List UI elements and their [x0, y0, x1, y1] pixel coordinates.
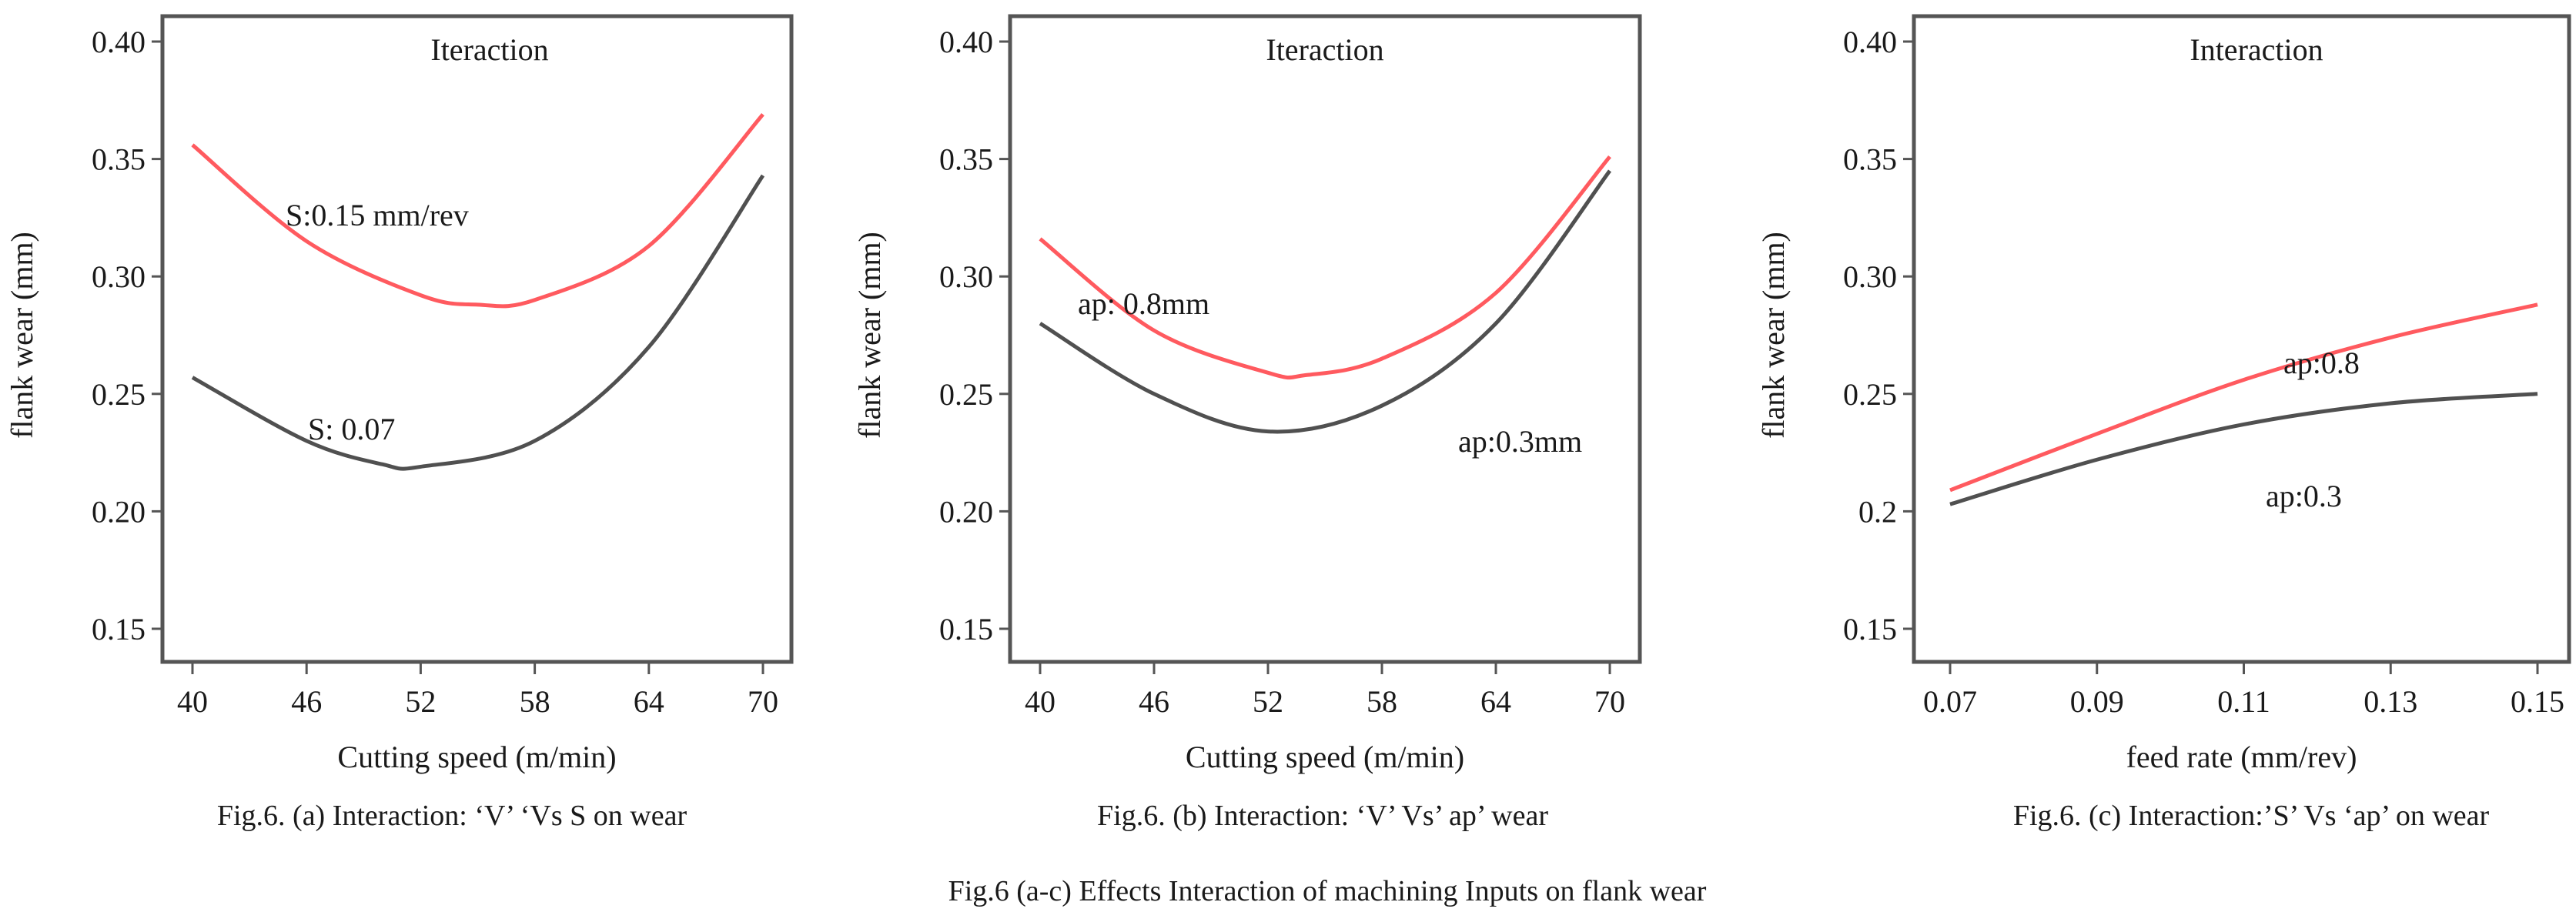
- plot-title: Iteraction: [1266, 32, 1383, 67]
- y-axis-label: flank wear (mm): [852, 232, 887, 439]
- series-label: ap:0.8: [2283, 346, 2360, 380]
- x-tick-label: 0.07: [1923, 684, 1977, 719]
- panel-caption: Fig.6. (c) Interaction:’S’ Vs ‘ap’ on we…: [2013, 800, 2490, 832]
- x-axis-label: feed rate (mm/rev): [2126, 740, 2357, 774]
- y-tick-label: 0.25: [939, 377, 993, 412]
- y-tick-label: 0.15: [92, 612, 146, 646]
- y-tick-label: 0.35: [939, 142, 993, 177]
- y-tick-label: 0.2: [1858, 494, 1897, 529]
- panel-a: 0.15 0.20 0.25 0.30 0.35 0.40 40 46 52 58 64 70 Cutt…: [5, 14, 794, 832]
- series-label: ap:0.3mm: [1458, 424, 1582, 459]
- panel-caption: Fig.6. (b) Interaction: ‘V’ Vs’ ap’ wear: [1097, 800, 1548, 832]
- y-tick-label: 0.35: [92, 142, 146, 177]
- x-tick-label: 58: [520, 684, 550, 719]
- y-tick-label: 0.35: [1843, 142, 1897, 177]
- panel-b: 0.15 0.20 0.25 0.30 0.35 0.40 40 46 52 58 64 70 Cutt…: [852, 14, 1642, 832]
- y-tick-label: 0.40: [1843, 25, 1897, 59]
- panel-caption: Fig.6. (a) Interaction: ‘V’ ‘Vs S on wea…: [217, 800, 687, 832]
- panel-c: 0.15 0.2 0.25 0.30 0.35 0.40 0.07 0.09 0.11 0.13 0…: [1756, 14, 2571, 832]
- x-tick-label: 0.15: [2511, 684, 2564, 719]
- x-tick-label: 64: [634, 684, 664, 719]
- y-axis-label: flank wear (mm): [1756, 232, 1791, 439]
- x-tick-label: 70: [748, 684, 778, 719]
- series-line-high: [1949, 302, 2538, 493]
- y-axis-label: flank wear (mm): [5, 232, 39, 439]
- x-tick-label: 40: [177, 684, 208, 719]
- x-tick-label: 52: [405, 684, 436, 719]
- series-label: ap:0.3: [2266, 479, 2342, 513]
- x-axis-label: Cutting speed (m/min): [337, 740, 616, 774]
- x-tick-label: 0.09: [2070, 684, 2124, 719]
- x-tick-label: 0.13: [2364, 684, 2417, 719]
- x-tick-label: 46: [291, 684, 322, 719]
- y-tick-label: 0.40: [939, 25, 993, 59]
- series-line-low: [1039, 169, 1612, 434]
- y-tick-label: 0.30: [939, 259, 993, 294]
- x-tick-label: 40: [1025, 684, 1055, 719]
- series-line-high: [1039, 155, 1611, 380]
- x-tick-label: 58: [1367, 684, 1397, 719]
- series-label: S: 0.07: [308, 412, 395, 446]
- y-tick-label: 0.25: [92, 377, 146, 412]
- x-tick-label: 70: [1594, 684, 1625, 719]
- y-tick-label: 0.20: [939, 494, 993, 529]
- y-tick-label: 0.30: [1843, 259, 1897, 294]
- plot-frame: [1912, 14, 2571, 664]
- series-line-low: [191, 174, 765, 471]
- series-line-high: [191, 112, 764, 309]
- y-tick-label: 0.25: [1843, 377, 1897, 412]
- plot-title: Interaction: [2190, 32, 2323, 67]
- y-tick-label: 0.30: [92, 259, 146, 294]
- y-tick-label: 0.40: [92, 25, 146, 59]
- series-label: S:0.15 mm/rev: [286, 198, 469, 232]
- series-line-low: [1949, 392, 2538, 506]
- x-tick-label: 46: [1139, 684, 1169, 719]
- x-axis-label: Cutting speed (m/min): [1186, 740, 1464, 774]
- series-label: ap: 0.8mm: [1078, 286, 1209, 321]
- y-tick-label: 0.20: [92, 494, 146, 529]
- x-tick-label: 0.11: [2217, 684, 2270, 719]
- plot-title: Iteraction: [430, 32, 548, 67]
- x-tick-label: 52: [1253, 684, 1283, 719]
- plot-frame: [160, 14, 794, 664]
- y-tick-label: 0.15: [1843, 612, 1897, 646]
- x-tick-label: 64: [1480, 684, 1511, 719]
- y-tick-label: 0.15: [939, 612, 993, 646]
- plot-frame: [1008, 14, 1642, 664]
- figure-caption: Fig.6 (a-c) Effects Interaction of machi…: [948, 875, 1707, 907]
